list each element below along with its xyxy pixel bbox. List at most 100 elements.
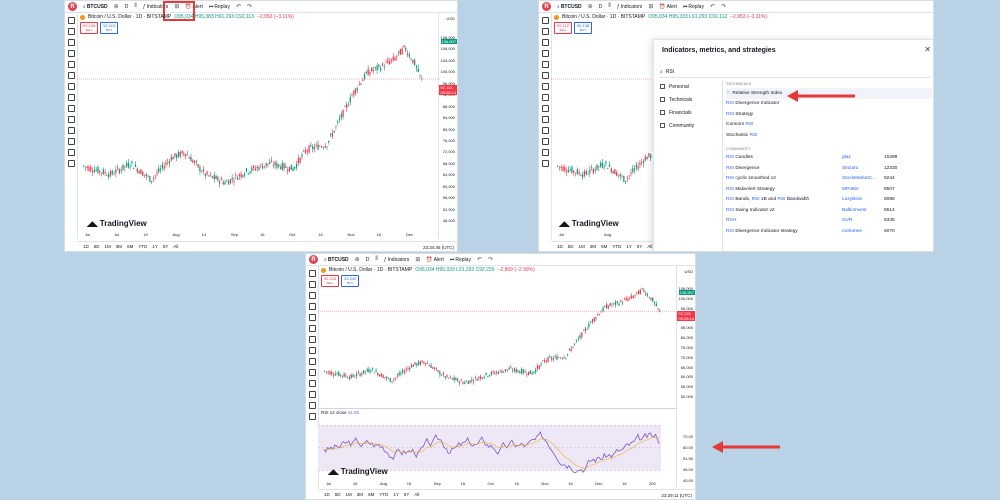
community-script-row[interactable]: RSI Divergence Indicator strategy mohanee…	[726, 226, 932, 237]
price-scale[interactable]: USD 108,000100,00095,00090,00085,00080,0…	[676, 266, 695, 487]
replay-button[interactable]: ⏮ Replay	[209, 4, 230, 10]
ruler-icon[interactable]	[308, 358, 316, 365]
favorite-star-icon[interactable]: ☆	[726, 90, 731, 96]
range-button-1d[interactable]: 1D	[324, 492, 330, 497]
interval-button[interactable]: D	[598, 3, 603, 10]
pattern-icon[interactable]	[308, 303, 316, 310]
sidebar-item-personal[interactable]: Personal	[654, 80, 722, 93]
candlestick-chart[interactable]	[551, 13, 653, 231]
range-button-1d[interactable]: 1D	[557, 244, 563, 249]
undo-icon[interactable]: ↶	[235, 4, 241, 10]
compare-button[interactable]: ⊕	[587, 4, 593, 10]
trash-icon[interactable]	[541, 160, 549, 167]
brush-icon[interactable]	[67, 72, 75, 79]
time-axis[interactable]: Jul Aug	[551, 231, 651, 239]
emoji-icon[interactable]	[308, 347, 316, 354]
range-button-6m[interactable]: 6M	[368, 492, 375, 497]
pattern-icon[interactable]	[541, 50, 549, 57]
indicator-row[interactable]: RSI Strategy	[726, 109, 932, 120]
buy-button[interactable]: 92,113 BUY	[100, 22, 119, 34]
sidebar-item-community[interactable]: Community	[654, 119, 722, 132]
eye-icon[interactable]	[541, 149, 549, 156]
magnet-icon[interactable]	[67, 127, 75, 134]
crosshair-icon[interactable]	[67, 17, 75, 24]
symbol-search[interactable]: ⌕ BTCUSD	[324, 257, 349, 263]
community-script-row[interactable]: RSI cyclic smoothed v2 StockMarketC... 924…	[726, 174, 932, 185]
zoom-icon[interactable]	[541, 116, 549, 123]
compare-button[interactable]: ⊕	[354, 257, 360, 263]
range-button-1y[interactable]: 1Y	[393, 492, 399, 497]
buy-button[interactable]: 92,138 BUY	[573, 22, 593, 34]
buy-button[interactable]: 92,242 BUY	[341, 275, 360, 287]
sell-button[interactable]: 92,226 SELL	[321, 275, 340, 287]
compare-button[interactable]: ⊕	[113, 4, 119, 10]
emoji-icon[interactable]	[67, 94, 75, 101]
text-icon[interactable]	[541, 83, 549, 90]
price-scale[interactable]: USD 108,000 106,000 104,000 100,000 96,00092…	[438, 13, 457, 239]
pattern-icon[interactable]	[67, 50, 75, 57]
magnet-icon[interactable]	[308, 380, 316, 387]
range-button-ytd[interactable]: YTD	[379, 492, 389, 497]
range-button-3m[interactable]: 3M	[115, 244, 123, 249]
indicators-button[interactable]: ƒ Indicators	[617, 4, 642, 10]
fib-icon[interactable]	[541, 39, 549, 46]
ruler-icon[interactable]	[541, 105, 549, 112]
community-script-row[interactable]: RSI+ GVR 6335	[726, 216, 932, 227]
ruler-icon[interactable]	[67, 105, 75, 112]
zoom-icon[interactable]	[308, 369, 316, 376]
range-button-5d[interactable]: 5D	[334, 492, 341, 497]
range-button-3m[interactable]: 3M	[589, 244, 597, 249]
zoom-icon[interactable]	[67, 116, 75, 123]
script-author[interactable]: MPotter	[842, 186, 859, 192]
trash-icon[interactable]	[308, 413, 316, 420]
indicator-row[interactable]: RSI Divergence Indicator	[726, 99, 932, 110]
range-button-ytd[interactable]: YTD	[138, 244, 148, 249]
sell-button[interactable]: 92,112 SELL	[554, 22, 572, 34]
replay-button[interactable]: ⏮ Replay	[450, 257, 471, 263]
script-author[interactable]: StockMarketC...	[842, 176, 877, 182]
magnet-icon[interactable]	[541, 127, 549, 134]
indicator-row[interactable]: Stochastic RSI	[726, 130, 932, 141]
text-icon[interactable]	[308, 336, 316, 343]
fib-icon[interactable]	[67, 39, 75, 46]
tradingview-logo[interactable]: R	[68, 2, 77, 11]
indicator-row[interactable]: Connors RSI	[726, 120, 932, 131]
layouts-icon[interactable]: ⊞	[648, 4, 654, 10]
time-axis[interactable]: Jul 16 Aug 16 Sep 16 Oct 16 Nov 16 Dec 16 200	[318, 480, 677, 488]
brush-icon[interactable]	[541, 72, 549, 79]
tradingview-logo[interactable]: R	[542, 2, 551, 11]
community-script-row[interactable]: RSI Candles glaz 15399	[726, 153, 932, 164]
range-button-6m[interactable]: 6M	[127, 244, 134, 249]
indicators-button[interactable]: ƒ Indicators	[384, 257, 409, 263]
trend-line-icon[interactable]	[541, 28, 549, 35]
alert-button[interactable]: ⏰ Alert	[426, 257, 444, 263]
range-button-1m[interactable]: 1M	[578, 244, 585, 249]
community-script-row[interactable]: RSI Swing Indicator v2 BalticInvest 6514	[726, 205, 932, 216]
undo-icon[interactable]: ↶	[476, 257, 482, 263]
indicator-search-field[interactable]: ⌕ RSI	[660, 67, 930, 78]
replay-button[interactable]: ⏮ Replay	[683, 4, 704, 10]
script-author[interactable]: BalticInvest	[842, 207, 867, 213]
eye-icon[interactable]	[308, 402, 316, 409]
eye-icon[interactable]	[67, 149, 75, 156]
close-icon[interactable]: ✕	[924, 45, 931, 54]
time-axis[interactable]: 1w Jul 19 Aug 14 Sep 16 Oct 16 Nov 16 Dec	[77, 231, 439, 239]
range-button-ytd[interactable]: YTD	[612, 244, 622, 249]
interval-button[interactable]: D	[124, 3, 129, 10]
fib-icon[interactable]	[308, 292, 316, 299]
brush-icon[interactable]	[308, 325, 316, 332]
range-button-all[interactable]: All	[647, 244, 653, 249]
crosshair-icon[interactable]	[541, 17, 549, 24]
projection-icon[interactable]	[308, 314, 316, 321]
script-author[interactable]: GVR	[842, 218, 853, 224]
candlestick-chart[interactable]	[77, 13, 441, 231]
range-button-5d[interactable]: 5D	[567, 244, 574, 249]
trend-line-icon[interactable]	[308, 281, 316, 288]
rsi-indicator-pane[interactable]	[318, 410, 679, 480]
projection-icon[interactable]	[67, 61, 75, 68]
range-button-1y[interactable]: 1Y	[626, 244, 632, 249]
candlestick-chart[interactable]	[318, 266, 679, 408]
range-button-5y[interactable]: 5Y	[162, 244, 169, 249]
lock-icon[interactable]	[541, 138, 549, 145]
redo-icon[interactable]: ↷	[246, 4, 253, 10]
